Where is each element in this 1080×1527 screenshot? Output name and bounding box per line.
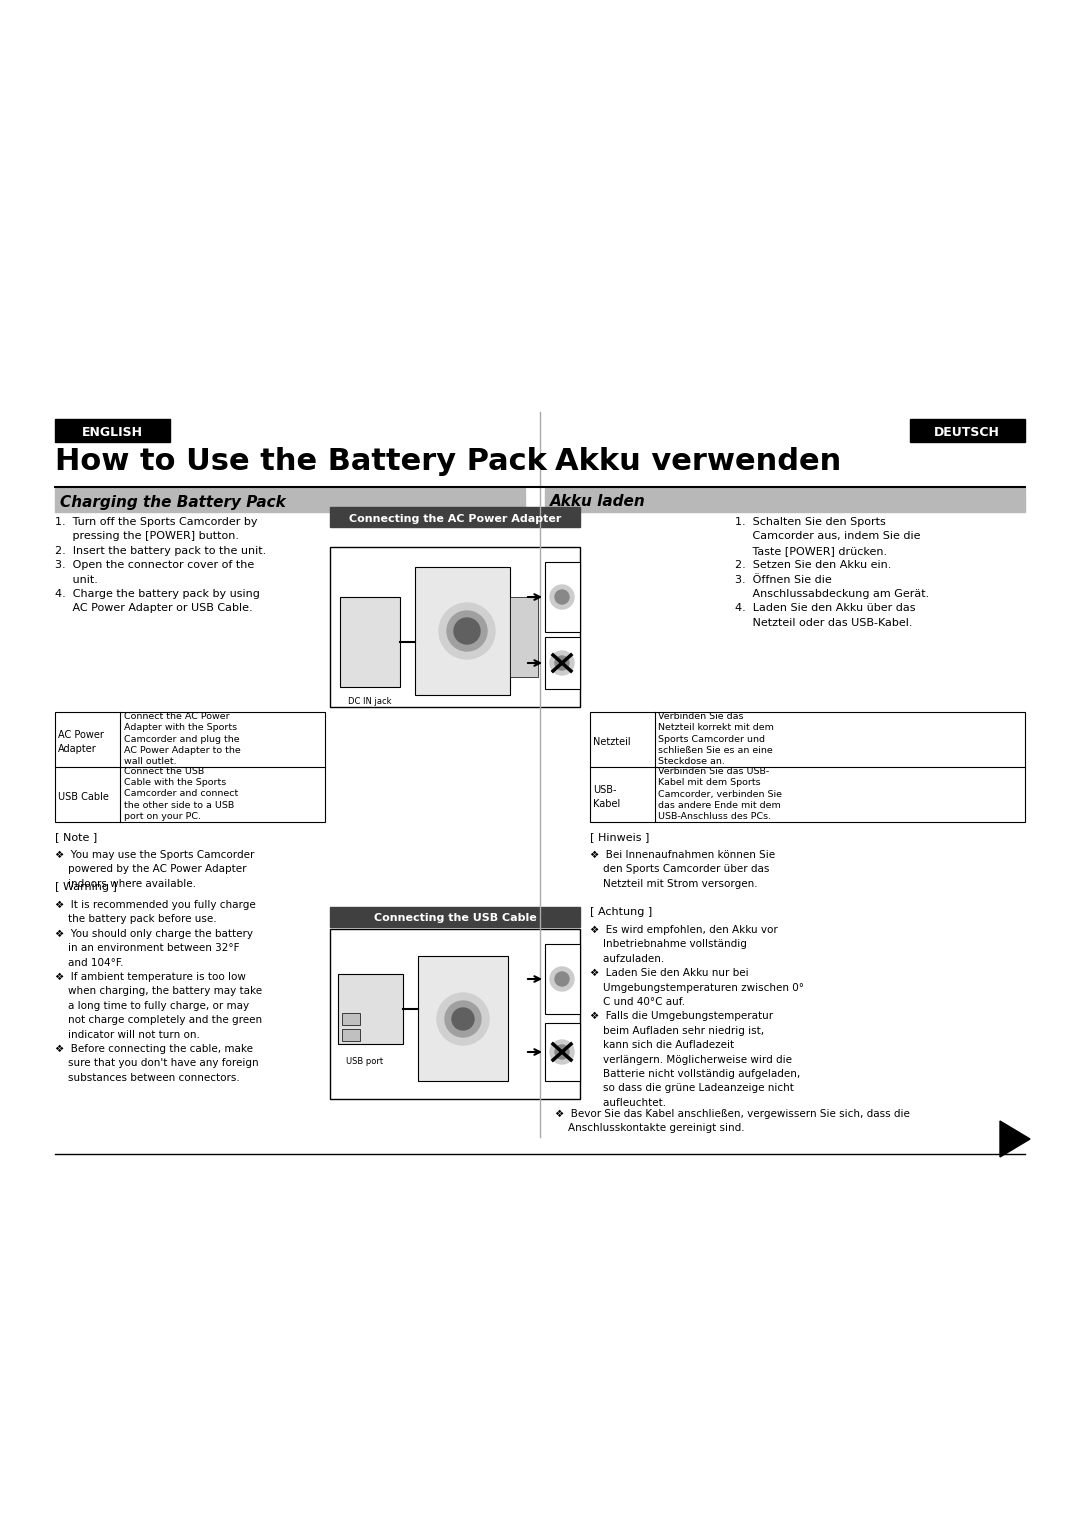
Bar bbox=[342, 1029, 360, 1041]
Text: DEUTSCH: DEUTSCH bbox=[934, 426, 1000, 440]
Text: AC Power
Adapter: AC Power Adapter bbox=[58, 730, 104, 754]
Circle shape bbox=[550, 1040, 573, 1064]
Bar bbox=[55, 418, 170, 441]
Bar bbox=[418, 956, 508, 1081]
Circle shape bbox=[550, 585, 573, 609]
Bar bbox=[330, 928, 580, 1099]
Bar bbox=[545, 1023, 580, 1081]
Text: USB-
Kabel: USB- Kabel bbox=[593, 785, 620, 809]
Text: [ Note ]: [ Note ] bbox=[55, 832, 97, 841]
Text: Connecting the AC Power Adapter: Connecting the AC Power Adapter bbox=[349, 515, 562, 524]
Circle shape bbox=[550, 967, 573, 991]
Bar bbox=[340, 597, 400, 687]
Bar bbox=[545, 637, 580, 689]
Text: DC IN jack: DC IN jack bbox=[348, 696, 392, 705]
Circle shape bbox=[555, 973, 569, 986]
Text: Verbinden Sie das USB-
Kabel mit dem Sports
Camcorder, verbinden Sie
das andere : Verbinden Sie das USB- Kabel mit dem Spo… bbox=[658, 767, 782, 822]
Circle shape bbox=[555, 589, 569, 605]
Circle shape bbox=[447, 611, 487, 651]
Bar bbox=[55, 489, 525, 512]
Bar bbox=[330, 547, 580, 707]
Circle shape bbox=[438, 603, 495, 660]
Text: 25: 25 bbox=[1002, 1132, 1020, 1145]
Circle shape bbox=[555, 657, 569, 670]
Text: ❖  Es wird empfohlen, den Akku vor
    Inbetriebnahme vollständig
    aufzuladen: ❖ Es wird empfohlen, den Akku vor Inbetr… bbox=[590, 925, 804, 1107]
Polygon shape bbox=[1000, 1121, 1030, 1157]
Circle shape bbox=[550, 651, 573, 675]
Bar bbox=[330, 907, 580, 927]
Text: USB Cable: USB Cable bbox=[58, 793, 109, 802]
Text: USB port: USB port bbox=[347, 1057, 383, 1066]
Text: ❖  Bei Innenaufnahmen können Sie
    den Sports Camcorder über das
    Netzteil : ❖ Bei Innenaufnahmen können Sie den Spor… bbox=[590, 851, 775, 889]
Bar bbox=[545, 562, 580, 632]
Text: Connecting the USB Cable: Connecting the USB Cable bbox=[374, 913, 537, 922]
Text: Charging the Battery Pack: Charging the Battery Pack bbox=[60, 495, 286, 510]
Text: Connect the USB
Cable with the Sports
Camcorder and connect
the other side to a : Connect the USB Cable with the Sports Ca… bbox=[124, 767, 239, 822]
Text: ❖  It is recommended you fully charge
    the battery pack before use.
❖  You sh: ❖ It is recommended you fully charge the… bbox=[55, 899, 262, 1083]
Text: 1.  Turn off the Sports Camcorder by
     pressing the [POWER] button.
2.  Inser: 1. Turn off the Sports Camcorder by pres… bbox=[55, 518, 267, 614]
Circle shape bbox=[445, 1002, 481, 1037]
Bar bbox=[590, 712, 1025, 822]
Bar bbox=[330, 507, 580, 527]
Bar bbox=[910, 418, 1025, 441]
Text: Akku verwenden: Akku verwenden bbox=[555, 447, 841, 476]
Bar bbox=[342, 1012, 360, 1025]
Text: ❖  You may use the Sports Camcorder
    powered by the AC Power Adapter
    indo: ❖ You may use the Sports Camcorder power… bbox=[55, 851, 255, 889]
Text: Akku laden: Akku laden bbox=[550, 495, 646, 510]
Bar bbox=[510, 597, 538, 676]
Bar bbox=[55, 712, 325, 822]
Circle shape bbox=[555, 1044, 569, 1060]
Circle shape bbox=[437, 993, 489, 1044]
Text: 1.  Schalten Sie den Sports
     Camcorder aus, indem Sie die
     Taste [POWER]: 1. Schalten Sie den Sports Camcorder aus… bbox=[735, 518, 929, 628]
Text: [ Warning ]: [ Warning ] bbox=[55, 883, 117, 892]
Text: Connect the AC Power
Adapter with the Sports
Camcorder and plug the
AC Power Ada: Connect the AC Power Adapter with the Sp… bbox=[124, 712, 241, 767]
Text: Verbinden Sie das
Netzteil korrekt mit dem
Sports Camcorder und
schließen Sie es: Verbinden Sie das Netzteil korrekt mit d… bbox=[658, 712, 774, 767]
Bar bbox=[338, 974, 403, 1044]
Circle shape bbox=[454, 618, 480, 644]
Circle shape bbox=[453, 1008, 474, 1031]
Text: How to Use the Battery Pack: How to Use the Battery Pack bbox=[55, 447, 546, 476]
Text: [ Hinweis ]: [ Hinweis ] bbox=[590, 832, 649, 841]
Bar bbox=[545, 489, 1025, 512]
Bar bbox=[545, 944, 580, 1014]
Text: [ Achtung ]: [ Achtung ] bbox=[590, 907, 652, 918]
Text: ❖  Bevor Sie das Kabel anschließen, vergewissern Sie sich, dass die
    Anschlus: ❖ Bevor Sie das Kabel anschließen, verge… bbox=[555, 1109, 909, 1133]
Text: Netzteil: Netzteil bbox=[593, 738, 631, 747]
Text: ENGLISH: ENGLISH bbox=[81, 426, 143, 440]
Bar bbox=[415, 567, 510, 695]
